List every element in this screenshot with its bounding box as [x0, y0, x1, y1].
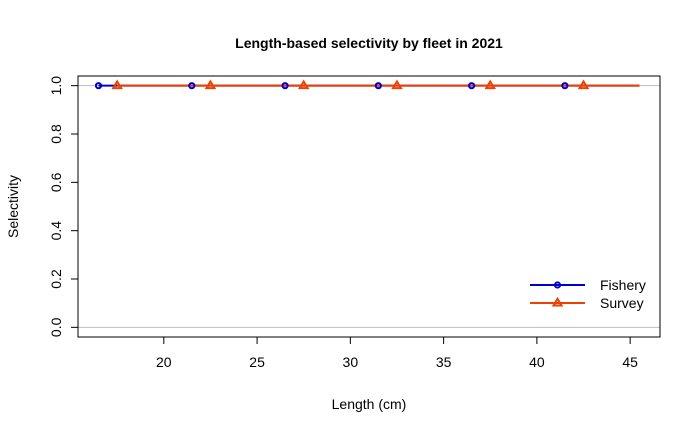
x-tick-label: 25	[249, 354, 265, 370]
chart-title: Length-based selectivity by fleet in 202…	[235, 35, 503, 51]
x-axis-label: Length (cm)	[332, 396, 407, 412]
data-point-survey-2	[297, 79, 310, 90]
x-axis: 20 25 30 35 40 45	[156, 336, 638, 370]
data-point-survey-4	[484, 79, 496, 90]
y-tick-label: 0.2	[48, 269, 64, 289]
y-tick-label: 0.8	[48, 124, 64, 144]
data-point-survey-3	[391, 79, 403, 90]
x-tick-label: 40	[529, 354, 545, 370]
y-axis-label: Selectivity	[5, 175, 21, 238]
data-point-fishery-0	[94, 82, 103, 90]
data-point-survey-5	[577, 79, 590, 90]
x-tick-label: 35	[436, 354, 452, 370]
legend-label-fishery: Fishery	[600, 277, 646, 293]
legend-marker-survey	[551, 296, 564, 307]
data-point-fishery-3	[374, 82, 382, 90]
data-point-fishery-2	[281, 82, 289, 90]
y-axis: 0.0 0.2 0.4 0.6 0.8 1.0	[48, 76, 79, 337]
y-tick-label: 0.4	[48, 221, 64, 241]
data-point-fishery-1	[188, 82, 196, 90]
x-tick-label: 20	[156, 354, 172, 370]
data-point-fishery-5	[561, 82, 569, 90]
legend-marker-fishery	[553, 281, 562, 289]
legend: Fishery Survey	[530, 277, 646, 311]
x-tick-label: 45	[622, 354, 638, 370]
data-point-fishery-4	[467, 82, 476, 90]
y-tick-label: 0.0	[48, 317, 64, 337]
y-tick-label: 0.6	[48, 172, 64, 192]
x-tick-label: 30	[343, 354, 359, 370]
legend-label-survey: Survey	[600, 295, 644, 311]
data-point-survey-0	[111, 79, 123, 90]
series-markers	[94, 79, 590, 90]
data-point-survey-1	[204, 79, 217, 90]
y-tick-label: 1.0	[48, 76, 64, 96]
